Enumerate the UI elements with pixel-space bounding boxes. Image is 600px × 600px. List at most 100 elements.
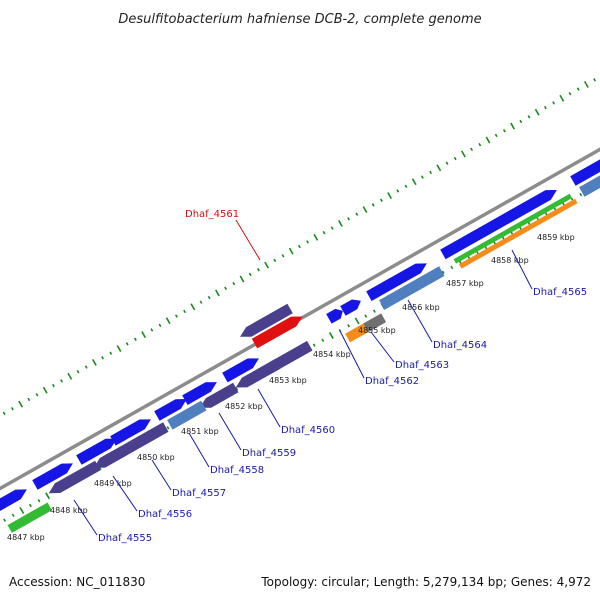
gene-arrow — [363, 313, 387, 333]
kbp-label: 4848 kbp — [50, 506, 88, 515]
kbp-label: 4853 kbp — [269, 376, 307, 385]
outer-tick — [224, 286, 228, 290]
kbp-label: 4857 kbp — [446, 279, 484, 288]
outer-tick — [2, 411, 6, 416]
outer-tick — [27, 397, 31, 402]
outer-tick — [174, 314, 178, 318]
inner-tick — [28, 503, 32, 508]
gene-labels: Dhaf_4555 Dhaf_4556 Dhaf_4557 Dhaf_4558 Dhaf… — [73, 209, 587, 544]
outer-tick — [371, 203, 375, 207]
inner-tick — [328, 332, 334, 339]
outer-tick — [322, 230, 326, 235]
outer-tick — [84, 365, 88, 369]
outer-tick — [297, 244, 301, 249]
outer-tick — [379, 198, 383, 202]
outer-tick — [396, 189, 400, 193]
outer-tick — [51, 383, 55, 388]
gene-label: Dhaf_4563 — [395, 360, 449, 371]
outer-tick — [256, 268, 260, 272]
outer-tick — [306, 240, 310, 244]
outer-tick — [281, 254, 285, 258]
gene-arrow — [259, 340, 313, 374]
outer-tick — [534, 108, 540, 116]
outer-tick — [478, 142, 482, 147]
gene-label-leader — [151, 459, 172, 491]
outer-tick — [568, 91, 572, 96]
inner-tick — [372, 309, 376, 313]
gene-arrow — [48, 460, 101, 494]
gene-arrow — [453, 193, 572, 264]
outer-tick — [445, 161, 449, 165]
kbp-label: 4855 kbp — [358, 326, 396, 335]
inner-tick — [441, 270, 445, 275]
gene-arrow — [459, 198, 578, 269]
map-title: Desulfitobacterium hafniense DCB-2, comp… — [118, 12, 481, 27]
gene-arrow — [76, 438, 117, 465]
outer-tick — [199, 300, 203, 304]
gene-arrow — [345, 323, 369, 343]
gene-arrow — [251, 316, 303, 349]
gene-arrow — [440, 190, 557, 260]
outer-tick — [207, 295, 211, 300]
outer-tick — [18, 400, 24, 408]
gene-arrow — [32, 463, 73, 490]
outer-tick — [337, 219, 343, 227]
outer-tick — [76, 369, 80, 374]
kbp-label: 4858 kbp — [491, 256, 529, 265]
gene-label: Dhaf_4556 — [138, 509, 192, 520]
outer-tick — [453, 156, 457, 161]
gene-label-leader — [188, 432, 210, 468]
kbp-label: 4852 kbp — [225, 402, 263, 411]
outer-tick — [158, 323, 162, 328]
outer-tick — [313, 233, 319, 241]
gene-arrow — [570, 159, 600, 186]
inner-tick — [354, 317, 360, 325]
gene-label: Dhaf_4565 — [533, 287, 587, 298]
gene-arrow — [240, 303, 293, 337]
outer-tick — [109, 351, 113, 355]
inner-tick — [450, 265, 454, 270]
outer-tick — [35, 393, 39, 397]
outer-tick — [576, 87, 580, 91]
outer-tick — [519, 119, 523, 124]
outer-tick — [214, 289, 220, 297]
inner-tick — [312, 343, 316, 347]
outer-tick — [183, 309, 187, 314]
outer-tick — [502, 129, 506, 133]
outer-tick — [101, 356, 105, 360]
gene-arrow — [222, 358, 259, 383]
outer-tick — [330, 226, 334, 230]
inner-tick — [11, 513, 15, 517]
kbp-label: 4859 kbp — [537, 233, 575, 242]
gene-label-leader — [257, 388, 281, 428]
gene-arrow — [7, 502, 52, 533]
outer-tick — [347, 217, 351, 221]
outer-tick — [404, 184, 408, 189]
genome-summary-text: Topology: circular; Length: 5,279,134 bp… — [260, 575, 591, 589]
gene-label: Dhaf_4562 — [365, 376, 419, 387]
outer-tick-ring — [2, 78, 597, 416]
gene-label: Dhaf_4559 — [242, 448, 296, 459]
gene-label-leader — [511, 249, 533, 290]
gene-arrow — [110, 419, 151, 446]
gene-label-leader — [370, 331, 395, 363]
inner-tick — [19, 506, 25, 514]
inner-tick — [45, 492, 51, 500]
gene-label-leader — [339, 330, 365, 379]
outer-tick — [42, 386, 48, 394]
inner-tick — [3, 518, 7, 522]
gene-arrow — [379, 266, 445, 310]
outer-tick — [543, 105, 547, 110]
outer-tick — [190, 303, 196, 311]
outer-tick — [165, 317, 171, 325]
outer-tick — [552, 101, 556, 105]
outer-tick — [527, 115, 531, 119]
outer-tick — [429, 170, 433, 175]
kbp-label: 4847 kbp — [7, 533, 45, 542]
outer-tick — [273, 258, 277, 263]
gene-arrow — [340, 299, 361, 316]
kbp-label: 4851 kbp — [181, 427, 219, 436]
gene-arrow — [579, 175, 600, 197]
outer-tick — [125, 342, 129, 346]
